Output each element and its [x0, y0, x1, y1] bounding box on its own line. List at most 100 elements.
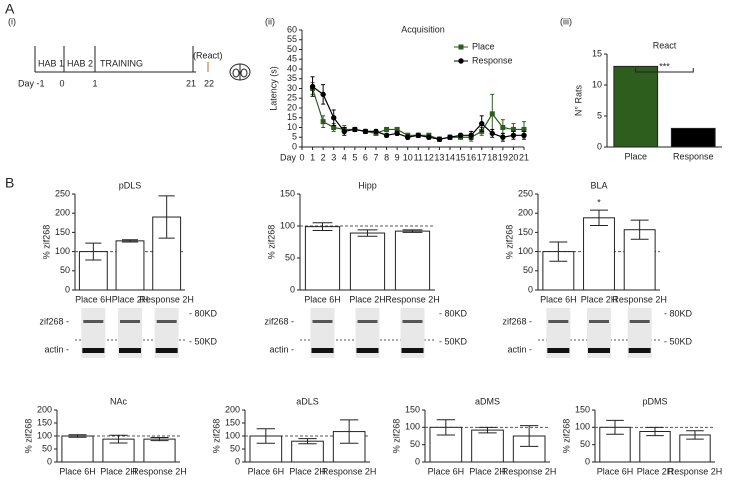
x-tick-label: 7 [373, 152, 378, 162]
y-tick-label: 50 [285, 252, 295, 262]
y-axis-label: Latency (s) [268, 66, 278, 111]
point [500, 134, 506, 140]
x-tick-label: 14 [445, 152, 455, 162]
x-tick-label: Response 2H [322, 466, 377, 476]
y-tick-label: 250 [518, 188, 533, 198]
x-tick-label: 13 [434, 152, 444, 162]
phase-label: HAB 1 [38, 58, 64, 68]
x-tick-label: Response 2H [139, 294, 194, 304]
point [352, 126, 358, 133]
y-axis-label: % zif268 [504, 225, 514, 260]
chart-title: aDMS [475, 396, 500, 406]
blot-band [588, 348, 610, 353]
chart-title: pDLS [119, 180, 142, 190]
y-tick-label: 0 [47, 456, 52, 466]
x-tick-label: Place 2H [100, 466, 137, 476]
y-tick-label: 50 [287, 44, 297, 54]
bar [394, 230, 431, 291]
y-tick-label: 50 [42, 443, 52, 453]
y-tick-label: 15 [287, 112, 297, 122]
bar [613, 65, 659, 148]
y-tick-label: 15 [592, 48, 602, 58]
chart-title: React [653, 40, 677, 50]
point [341, 128, 347, 135]
x-axis-label: Day [280, 152, 297, 162]
y-tick-label: 100 [225, 430, 240, 440]
blot-band [356, 348, 379, 353]
y-tick-label: 100 [280, 220, 295, 230]
y-axis-label: N° Rats [573, 84, 583, 116]
blot-label: zif268 - [264, 316, 294, 326]
chart-title: Acquisition [401, 24, 445, 34]
point [415, 132, 421, 138]
x-tick-label: Place 6H [304, 294, 341, 304]
x-tick-label: Response 2H [132, 466, 187, 476]
y-tick-label: 50 [230, 443, 240, 453]
chart-title: Hipp [358, 180, 377, 190]
x-tick-label: 21 [519, 152, 529, 162]
y-tick-label: 0 [292, 141, 297, 151]
point [394, 126, 400, 132]
y-tick-label: 60 [287, 24, 297, 34]
point [384, 126, 390, 132]
point [373, 128, 379, 135]
bar [471, 429, 504, 463]
panel-label: B [5, 175, 14, 191]
point [309, 83, 316, 90]
point [320, 119, 326, 125]
y-tick-label: 0 [235, 456, 240, 466]
blot-band [82, 348, 105, 353]
blot-band [312, 320, 333, 323]
point [468, 132, 474, 138]
legend-label: Response [472, 55, 513, 65]
bar [670, 127, 716, 148]
x-tick-label: 12 [424, 152, 434, 162]
point [500, 125, 506, 130]
y-tick-label: 0 [528, 284, 533, 294]
x-tick-label: Place 2H [469, 466, 506, 476]
blot-band [547, 348, 570, 353]
x-tick-label: Place 6H [597, 466, 634, 476]
x-tick-label: Place 6H [75, 294, 112, 304]
blot-label: - 80KD [439, 308, 468, 318]
legend-marker [458, 44, 464, 50]
blot-band [155, 348, 178, 353]
point [331, 115, 337, 121]
legend-label: Place [472, 41, 495, 51]
y-tick-label: 100 [405, 422, 420, 432]
y-tick-label: 0 [415, 456, 420, 466]
x-tick-label: Response 2H [385, 294, 440, 304]
y-tick-label: 100 [518, 246, 533, 256]
point [394, 130, 400, 137]
y-tick-label: 150 [37, 417, 52, 427]
y-tick-label: 20 [287, 102, 297, 112]
y-tick-label: 50 [410, 439, 420, 449]
bar [143, 438, 176, 463]
y-tick-label: 100 [55, 246, 70, 256]
point [405, 134, 411, 140]
bar [291, 440, 324, 463]
phase-label: (React) [193, 50, 223, 60]
point [489, 130, 495, 137]
blot-band [357, 320, 378, 323]
y-axis-label: % zif268 [211, 419, 221, 454]
bar [639, 430, 671, 463]
y-tick-label: 0 [585, 456, 590, 466]
y-tick-label: 55 [287, 34, 297, 44]
y-tick-label: 5 [597, 110, 602, 120]
blot-band [548, 320, 569, 323]
x-tick-label: 18 [487, 152, 497, 162]
y-axis-label: % zif268 [561, 419, 571, 454]
blot-label: - 80KD [664, 308, 693, 318]
day-label: 0 [59, 78, 64, 88]
y-tick-label: 50 [60, 265, 70, 275]
y-tick-label: 200 [55, 208, 70, 218]
blot-band [311, 348, 334, 353]
blot-label: actin - [44, 344, 69, 354]
blot-label: - 80KD [189, 308, 218, 318]
point [320, 91, 326, 98]
point [383, 132, 390, 138]
x-tick-label: 9 [395, 152, 400, 162]
point [510, 126, 516, 132]
